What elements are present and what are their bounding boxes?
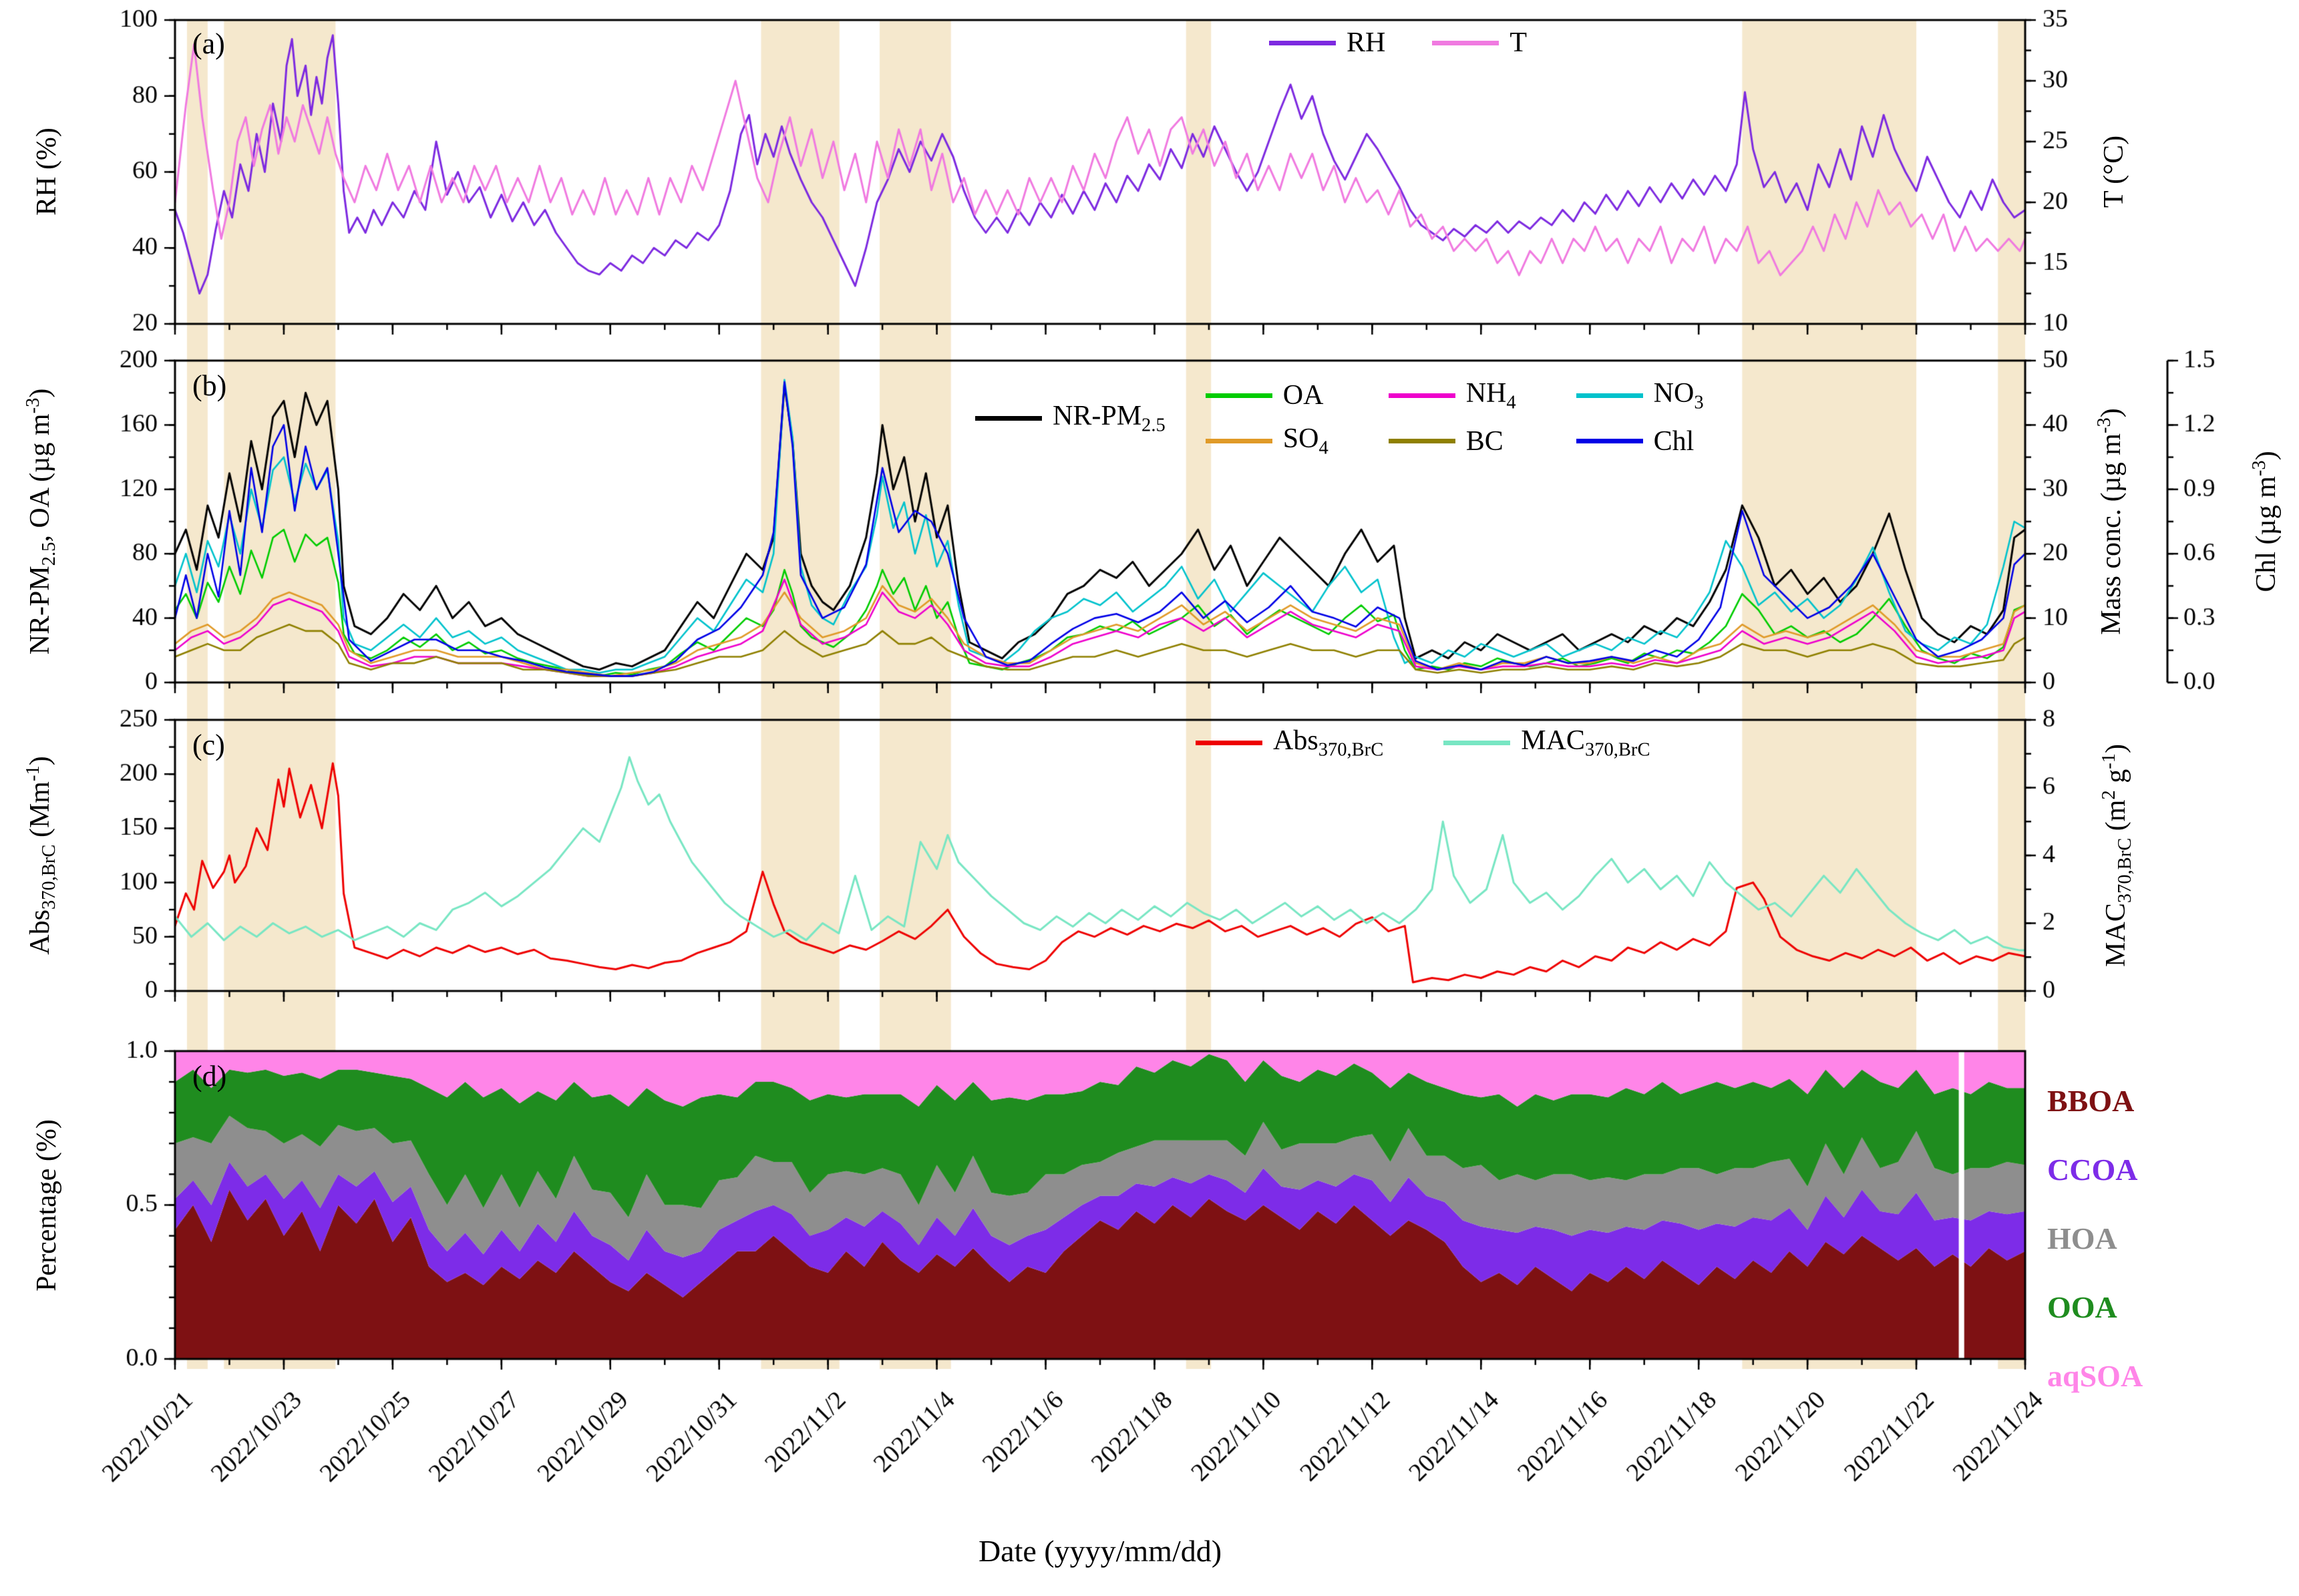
legend-label-rh: RH (1347, 27, 1386, 58)
legend-item-mac: MAC370,BrC (1443, 725, 1650, 761)
legend-item-bc: BC (1388, 423, 1516, 459)
no3-line-swatch (1576, 393, 1643, 398)
legend-label-nrpm25: NR-PM2.5 (1053, 401, 1166, 436)
legend-label-bc: BC (1465, 425, 1504, 457)
legend-label-hoa: HOA (2047, 1221, 2117, 1255)
legend-label-aqsoa: aqSOA (2047, 1359, 2143, 1393)
legend-label-bboa: BBOA (2047, 1084, 2135, 1118)
legend-item-nrpm25: NR-PM2.5 (975, 400, 1166, 436)
legend-grid-panel-b: OA NH4 NO3 SO4 BC Chl (1205, 377, 1704, 459)
legend-panel-a: RH T (1269, 27, 1527, 59)
legend-item-so4: SO4 (1205, 423, 1329, 459)
legend-label-mac: MAC370,BrC (1521, 725, 1650, 761)
legend-label-ccoa: CCOA (2047, 1153, 2138, 1187)
legend-panel-b: NR-PM2.5 OA NH4 NO3 SO4 BC (975, 377, 1704, 459)
axis-title-abs: Abs370,BrC (Mm-1) (22, 756, 60, 955)
x-axis-title: Date (yyyy/mm/dd) (978, 1534, 1222, 1568)
legend-label-nh4: NH4 (1465, 378, 1516, 413)
abs-line-swatch (1196, 740, 1262, 745)
legend-item-rh: RH (1269, 27, 1385, 59)
legend-label-chl: Chl (1653, 425, 1695, 457)
legend-panel-c: Abs370,BrC MAC370,BrC (1196, 725, 1650, 761)
legend-label-oa: OA (1282, 380, 1324, 411)
axis-title-mass-conc: Mass conc. (µg m-3) (2094, 408, 2127, 635)
panel-d-letter: (d) (192, 1060, 227, 1092)
nrpm25-line-swatch (975, 415, 1042, 421)
legend-item-oa: OA (1205, 377, 1329, 413)
axis-title-rh: RH (%) (31, 128, 62, 216)
rh-line-swatch (1269, 40, 1336, 45)
bc-line-swatch (1388, 439, 1455, 444)
legend-label-abs: Abs370,BrC (1273, 725, 1384, 761)
legend-item-t: T (1432, 27, 1527, 59)
legend-item-nh4: NH4 (1388, 377, 1516, 413)
legend-panel-d: BBOA CCOA HOA OOA aqSOA (2047, 1083, 2143, 1394)
legend-item-no3: NO3 (1576, 377, 1704, 413)
axis-title-chl: Chl (µg m-3) (2249, 451, 2282, 592)
axis-title-temperature: T (°C) (2099, 135, 2129, 208)
legend-label-ooa: OOA (2047, 1290, 2117, 1324)
legend-label-so4: SO4 (1282, 423, 1329, 459)
panel-c-letter: (c) (192, 729, 225, 761)
legend-label-t: T (1510, 27, 1528, 58)
axis-title-nrpm25-oa: NR-PM2.5, OA (µg m-3) (22, 388, 60, 655)
chl-line-swatch (1576, 439, 1643, 444)
mac-line-swatch (1443, 740, 1511, 745)
nh4-line-swatch (1388, 393, 1455, 398)
axis-title-percentage: Percentage (%) (31, 1119, 62, 1291)
legend-item-chl: Chl (1576, 423, 1704, 459)
panel-a-letter: (a) (192, 27, 225, 60)
oa-line-swatch (1205, 393, 1272, 398)
axis-title-mac: MAC370,BrC (m2 g-1) (2098, 744, 2136, 967)
legend-item-abs: Abs370,BrC (1196, 725, 1383, 761)
t-line-swatch (1432, 40, 1499, 45)
legend-label-no3: NO3 (1653, 378, 1704, 413)
panel-b-letter: (b) (192, 369, 227, 402)
so4-line-swatch (1205, 439, 1272, 444)
